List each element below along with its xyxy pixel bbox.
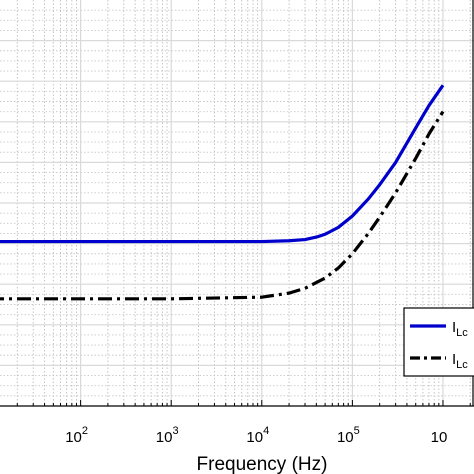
legend-box [403,307,474,377]
series-layer [0,84,445,301]
legend-label-2: ILc [452,351,468,371]
series-line-1 [0,84,445,244]
x-tick-label: 105 [337,425,360,446]
x-tick-label: 10 [431,429,448,446]
x-tick-label: 102 [65,425,88,446]
x-ticks [16,400,471,406]
x-tick-label: 103 [156,425,179,446]
legend-entries: ILc ILc [410,319,468,371]
x-tick-labels: 102 103 104 105 10 [65,425,447,446]
legend-label-1: ILc [452,319,468,339]
x-tick-label: 104 [246,425,269,446]
x-axis-title: Frequency (Hz) [197,454,328,474]
series-line-2 [0,110,445,301]
major-grid [0,0,474,406]
legend: ILc ILc [403,307,474,377]
